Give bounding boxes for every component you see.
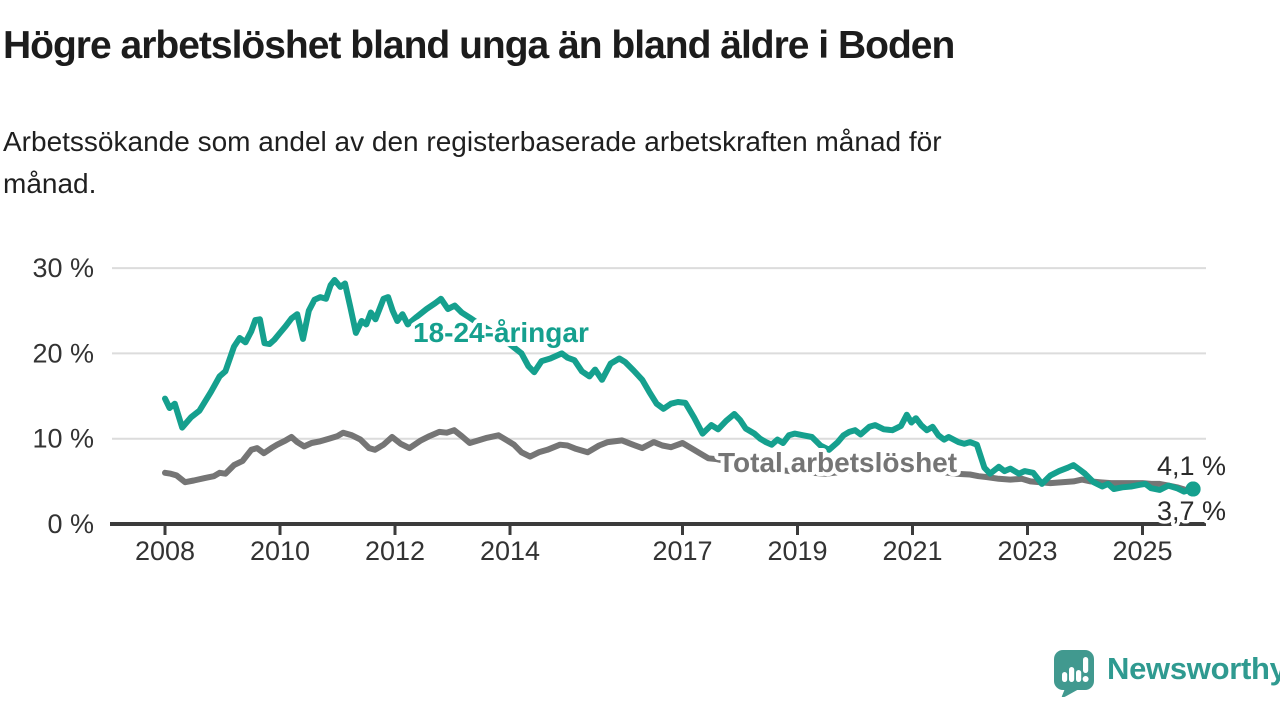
chart-subtitle-line2: månad. [3,168,97,199]
x-axis-tick-label: 2021 [882,536,942,566]
series-label: Total arbetslöshet [718,447,957,478]
y-axis-tick-label: 10 % [32,424,94,454]
x-axis-tick-label: 2012 [365,536,425,566]
page-title: Högre arbetslöshet bland unga än bland ä… [3,24,955,67]
newsworthy-logo: Newsworthy [1052,649,1280,697]
x-axis-tick-label: 2019 [767,536,827,566]
youth-series-end-dot [1185,481,1201,497]
x-axis-tick-label: 2023 [997,536,1057,566]
newsworthy-speech-bubble-bar-chart-icon [1054,650,1094,697]
x-axis-tick-label: 2014 [480,536,540,566]
y-axis-tick-label: 0 % [47,509,94,539]
end-value-label: 3,7 % [1157,496,1226,526]
x-axis-tick-label: 2008 [135,536,195,566]
y-axis-tick-label: 20 % [32,338,94,368]
chart-subtitle-line1: Arbetssökande som andel av den registerb… [3,126,942,157]
y-axis-tick-label: 30 % [32,253,94,283]
total-series-line [162,427,1199,496]
x-axis-tick-label: 2010 [250,536,310,566]
end-value-label: 4,1 % [1157,451,1226,481]
newsworthy-wordmark: Newsworthy [1107,651,1280,686]
x-axis-tick-label: 2017 [652,536,712,566]
youth-series-line [162,277,1197,495]
x-axis-tick-label: 2025 [1112,536,1172,566]
series-label: 18-24-åringar [413,317,589,348]
chart-subtitle: Arbetssökande som andel av den registerb… [3,121,1203,205]
